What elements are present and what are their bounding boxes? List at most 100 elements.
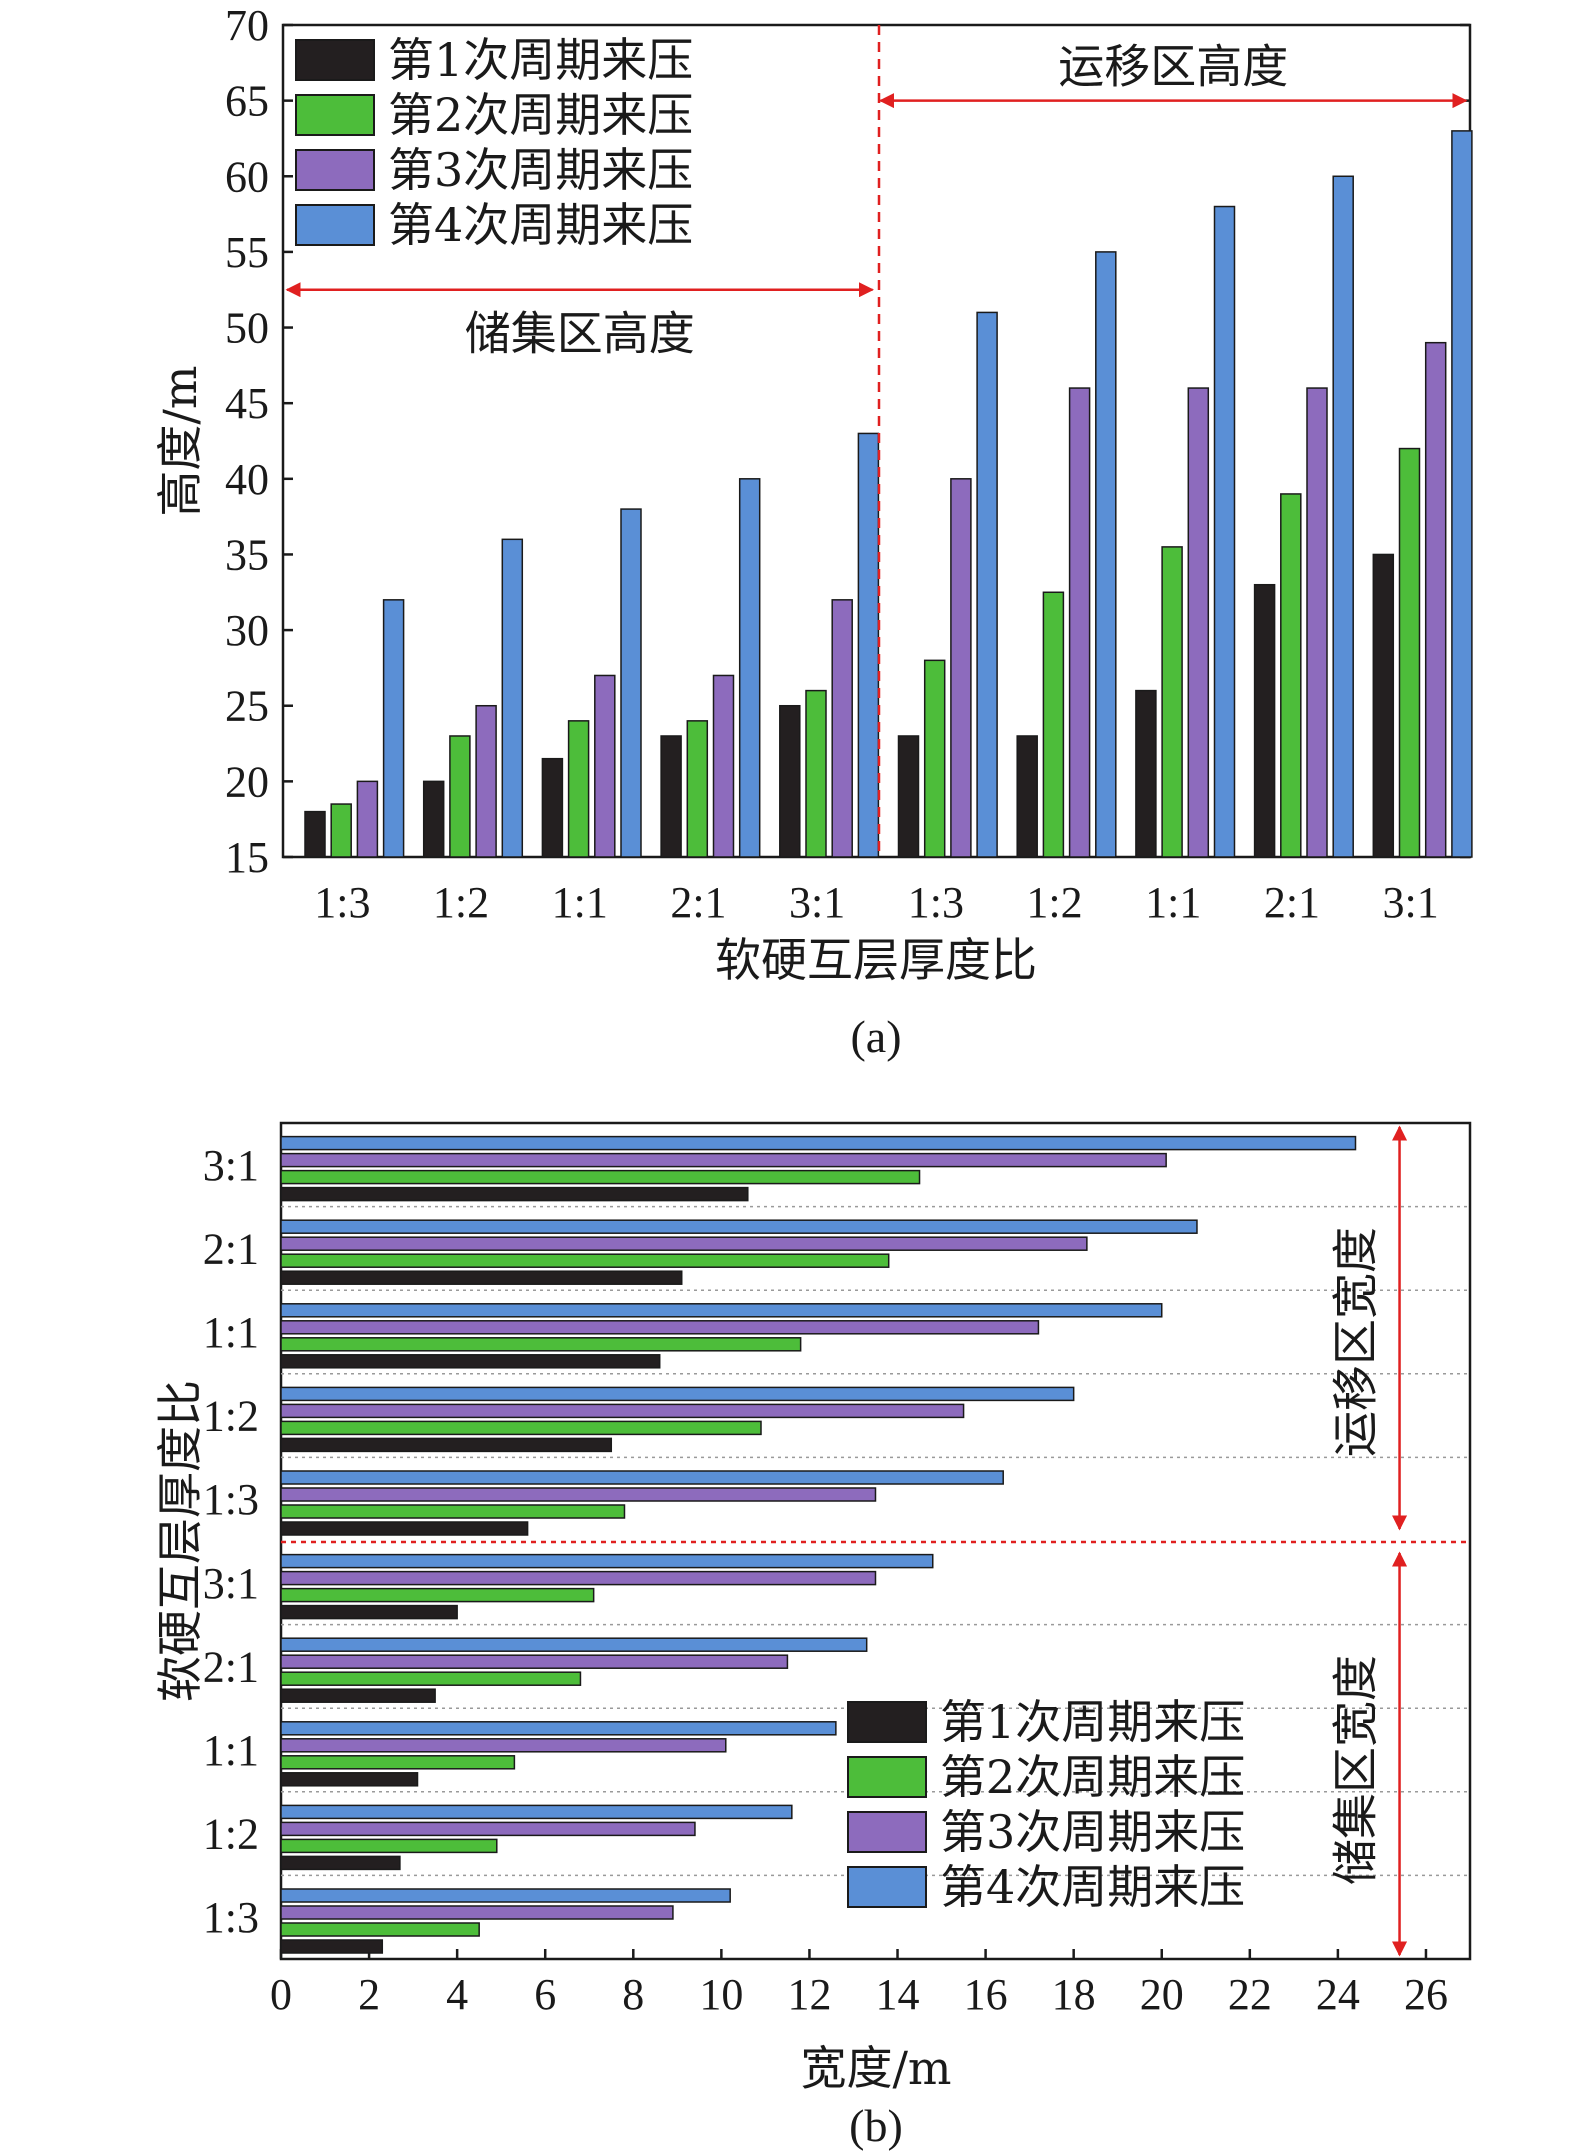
chart-b-bar-series4 — [280, 1721, 837, 1736]
chart-b-bar-series4 — [280, 1637, 868, 1652]
chart-b-bar-series3 — [280, 1821, 696, 1837]
chart-b-bar-series2 — [280, 1755, 516, 1770]
chart-a-y-tick-label: 35 — [225, 530, 269, 579]
chart-b-bar-series3 — [280, 1570, 877, 1586]
chart-b-bar-series3 — [280, 1654, 789, 1669]
chart-a-legend-swatch — [295, 39, 375, 81]
chart-a-bar-series4 — [1213, 205, 1236, 858]
chart-a-bars — [304, 130, 1473, 858]
chart-a-bar-series3 — [356, 780, 379, 858]
chart-a-x-tick-label: 1:1 — [552, 878, 608, 927]
chart-b-bar-series1 — [280, 1855, 401, 1871]
chart-b-bar-series1 — [280, 1604, 458, 1620]
chart-a-bar-series4 — [620, 508, 642, 858]
chart-b: 0 2 4 6 8 10 12 14 16 18 20 22 24 26 1:31:21:12:13:11… — [153, 1121, 1472, 2151]
chart-a-bar-series3 — [594, 674, 616, 858]
chart-b-x-tick-label: 6 — [534, 1970, 556, 2019]
chart-a-x-tick-label: 2:1 — [1264, 878, 1320, 927]
chart-b-bar-series4 — [280, 1470, 1004, 1485]
chart-b-legend-label: 第1次周期来压 — [940, 1695, 1245, 1749]
chart-a-y-tick-label: 20 — [225, 757, 269, 806]
chart-b-bar-series4 — [280, 1386, 1075, 1402]
chart-b-bar-series2 — [280, 1587, 595, 1603]
chart-b-storage-width-label: 储集区宽度 — [1329, 1655, 1383, 1885]
chart-b-y-tick-label: 1:1 — [203, 1308, 259, 1357]
chart-b-y-tick-label: 3:1 — [203, 1559, 259, 1608]
chart-b-x-tick-label: 16 — [964, 1970, 1008, 2019]
chart-a-bar-series2 — [1280, 493, 1302, 858]
chart-a-x-tick-label: 2:1 — [670, 878, 726, 927]
chart-b-bar-series3 — [280, 1403, 965, 1419]
chart-b-bar-series1 — [280, 1939, 384, 1954]
chart-a-x-tick-label: 1:3 — [314, 878, 370, 927]
chart-a-legend-label: 第2次周期来压 — [388, 88, 693, 142]
chart-b-bar-series3 — [280, 1236, 1088, 1251]
chart-b-x-tick-label: 0 — [270, 1970, 292, 2019]
chart-a-y-tick-label: 70 — [225, 1, 269, 50]
chart-b-x-tick-label: 8 — [622, 1970, 644, 2019]
chart-a-y-ticks: 15 20 25 30 35 40 45 50 55 60 65 70 — [225, 1, 1470, 882]
chart-a-bar-series4 — [382, 599, 405, 858]
chart-a-legend-swatch — [295, 204, 375, 246]
chart-b-legend-swatch — [847, 1756, 927, 1798]
chart-a-bar-series1 — [1016, 735, 1038, 858]
chart-a-y-tick-label: 50 — [225, 304, 269, 353]
chart-a-bar-series1 — [541, 757, 564, 858]
chart-a-y-tick-label: 40 — [225, 455, 269, 504]
chart-a-bar-series1 — [1253, 583, 1276, 858]
chart-b-bar-series1 — [280, 1354, 661, 1369]
chart-a-y-tick-label: 65 — [225, 77, 269, 126]
chart-b-bar-series4 — [280, 1219, 1198, 1234]
chart-b-x-axis-title: 宽度/m — [800, 2041, 951, 2095]
chart-a-bar-series4 — [857, 432, 880, 858]
chart-b-x-tick-label: 4 — [446, 1970, 468, 2019]
chart-a-x-tick-label: 3:1 — [1383, 878, 1439, 927]
chart-a-y-tick-label: 45 — [225, 379, 269, 428]
chart-b-y-tick-label: 3:1 — [203, 1141, 259, 1190]
chart-b-bar-series3 — [280, 1905, 674, 1920]
chart-a-legend-label: 第3次周期来压 — [388, 143, 693, 197]
chart-a-bar-series1 — [1135, 689, 1157, 858]
chart-a-legend-swatch — [295, 94, 375, 136]
chart-b-bar-series4 — [280, 1804, 793, 1820]
chart-b-bar-series4 — [280, 1553, 934, 1569]
chart-a-caption: (a) — [850, 1011, 901, 1062]
chart-b-bar-series2 — [280, 1838, 498, 1854]
chart-a-x-tick-label: 1:2 — [1026, 878, 1082, 927]
chart-b-x-tick-label: 24 — [1316, 1970, 1360, 2019]
chart-a-y-tick-label: 60 — [225, 152, 269, 201]
chart-b-x-tick-label: 10 — [699, 1970, 743, 2019]
chart-b-bar-series4 — [280, 1135, 1357, 1151]
chart-b-bars — [280, 1135, 1357, 1954]
chart-a-bar-series4 — [1451, 130, 1473, 858]
chart-a-migration-height-label: 运移区高度 — [1058, 40, 1288, 94]
chart-b-y-ticks: 1:3 1:2 1:1 2:1 3:1 1:3 1:2 1:1 2:1 3:1 — [203, 1141, 259, 1942]
chart-b-legend-swatch — [847, 1811, 927, 1853]
chart-b-y-tick-label: 1:3 — [203, 1893, 259, 1942]
chart-a-bar-series3 — [950, 478, 972, 858]
chart-b-y-tick-label: 1:2 — [203, 1810, 259, 1859]
chart-a: 15 20 25 30 35 40 45 50 55 60 65 70 1:3 1:2 1:1 2:1 3:1… — [153, 1, 1473, 1062]
chart-a-bar-series3 — [1306, 387, 1328, 858]
chart-a-bar-series1 — [779, 704, 801, 858]
chart-a-bar-series4 — [976, 311, 998, 858]
chart-a-storage-height-label: 储集区高度 — [465, 307, 695, 361]
chart-a-y-axis-title: 高度/m — [153, 365, 207, 516]
chart-b-bar-series1 — [280, 1772, 419, 1787]
chart-b-y-tick-label: 1:3 — [203, 1475, 259, 1524]
chart-b-y-tick-label: 1:2 — [203, 1392, 259, 1441]
chart-b-legend-label: 第2次周期来压 — [940, 1750, 1245, 1804]
chart-b-bar-series1 — [280, 1270, 683, 1285]
chart-b-legend-swatch — [847, 1701, 927, 1743]
chart-a-bar-series4 — [1095, 251, 1117, 858]
chart-a-bar-series1 — [660, 735, 682, 858]
chart-a-bar-series3 — [712, 674, 735, 858]
chart-a-bar-series3 — [1424, 341, 1447, 858]
chart-b-caption: (b) — [849, 2100, 903, 2151]
chart-b-bar-series1 — [280, 1437, 613, 1453]
chart-b-x-tick-label: 26 — [1404, 1970, 1448, 2019]
chart-a-bar-series2 — [805, 689, 827, 858]
chart-b-x-tick-label: 2 — [358, 1970, 380, 2019]
chart-a-bar-series3 — [831, 599, 853, 858]
